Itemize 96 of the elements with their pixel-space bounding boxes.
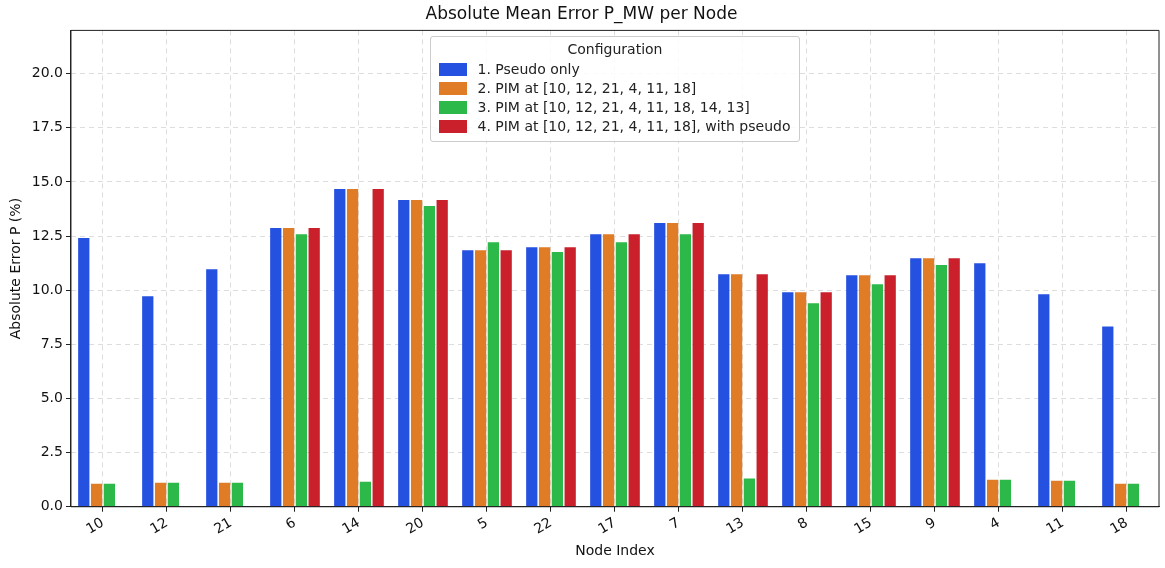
bar [526,247,538,507]
bar [372,188,384,507]
y-axis-title: Absolute Error P (%) [7,197,24,340]
x-tick-label: 15 [850,513,875,537]
legend-label: 1. Pseudo only [477,61,580,78]
bar [218,482,231,507]
y-tick-label: 20.0 [31,64,63,81]
x-tick-label: 17 [594,513,619,537]
bar [474,250,487,507]
x-tick-label: 21 [210,513,235,537]
bar [666,223,679,507]
legend-label: 2. PIM at [10, 12, 21, 4, 11, 18] [477,80,697,97]
x-tick-label: 4 [986,513,1003,533]
y-tick-label: 12.5 [31,226,63,243]
bar [986,479,999,507]
bar [807,303,820,507]
bar [858,275,871,507]
x-tick-label: 9 [922,513,939,533]
y-tick-label: 2.5 [40,443,63,460]
y-tick-label: 0.0 [40,497,63,514]
bar [679,234,692,507]
bar [1038,294,1050,507]
bar [487,242,500,507]
legend-label: 4. PIM at [10, 12, 21, 4, 11, 18], with pseudo [477,118,791,135]
chart-title: Absolute Mean Error P_MW per Node [425,2,738,24]
bar [167,482,180,507]
x-tick-label: 10 [82,513,107,537]
y-tick-label: 17.5 [31,118,63,135]
bar [782,292,794,507]
bar [346,188,359,507]
bar [410,199,423,507]
bar [564,247,576,507]
bar [730,274,743,507]
bar [602,234,615,507]
bar [551,252,564,507]
bar [1127,483,1140,507]
bar [334,188,346,507]
legend-title: Configuration [566,41,664,58]
bar [846,275,858,507]
bar [692,223,704,507]
x-tick-label: 11 [1042,513,1067,537]
bar [948,258,960,507]
bar [935,265,948,507]
x-tick-label: 14 [338,513,363,537]
bar [270,228,282,507]
bar [590,234,602,507]
bar [436,199,448,507]
bar [1063,480,1076,507]
bar [103,483,116,507]
bar [1114,483,1127,507]
bar [78,238,90,507]
x-tick-label: 12 [146,513,171,537]
bar [398,199,410,507]
bar [500,250,512,507]
x-tick-label: 7 [666,513,683,533]
y-tick-label: 5.0 [40,389,63,406]
bar [884,275,896,507]
bar [820,292,832,507]
x-tick-label: 8 [794,513,811,533]
y-tick-label: 10.0 [31,280,63,297]
bar [423,206,436,507]
y-tick-label: 7.5 [40,334,63,351]
y-tick-label: 15.0 [31,172,63,189]
bar [1050,480,1063,507]
bar [743,478,756,507]
bar [794,292,807,507]
bar [538,247,551,507]
bar [154,482,167,507]
bar [756,274,768,507]
x-tick-label: 20 [402,513,427,537]
bar [999,479,1012,507]
x-tick-label: 18 [1106,513,1131,537]
x-tick-label: 13 [722,513,747,537]
bar [90,483,103,507]
bar [231,482,244,507]
bar [974,263,986,507]
bar [910,258,922,507]
x-tick-label: 22 [530,513,555,537]
bar [922,258,935,507]
bar [206,269,218,507]
bar [462,250,474,507]
bar [359,481,372,507]
bar [308,228,320,507]
bar [282,228,295,507]
x-axis-title: Node Index [575,542,655,559]
x-tick-label: 5 [474,513,491,533]
bar [142,296,154,507]
legend-label: 3. PIM at [10, 12, 21, 4, 11, 18, 14, 13] [477,99,750,116]
bar [718,274,730,507]
bar [295,234,308,507]
bar [654,223,666,507]
x-tick-label: 6 [282,513,299,533]
bar [1102,326,1114,507]
bar [628,234,640,507]
bar [871,284,884,507]
bar [615,242,628,507]
